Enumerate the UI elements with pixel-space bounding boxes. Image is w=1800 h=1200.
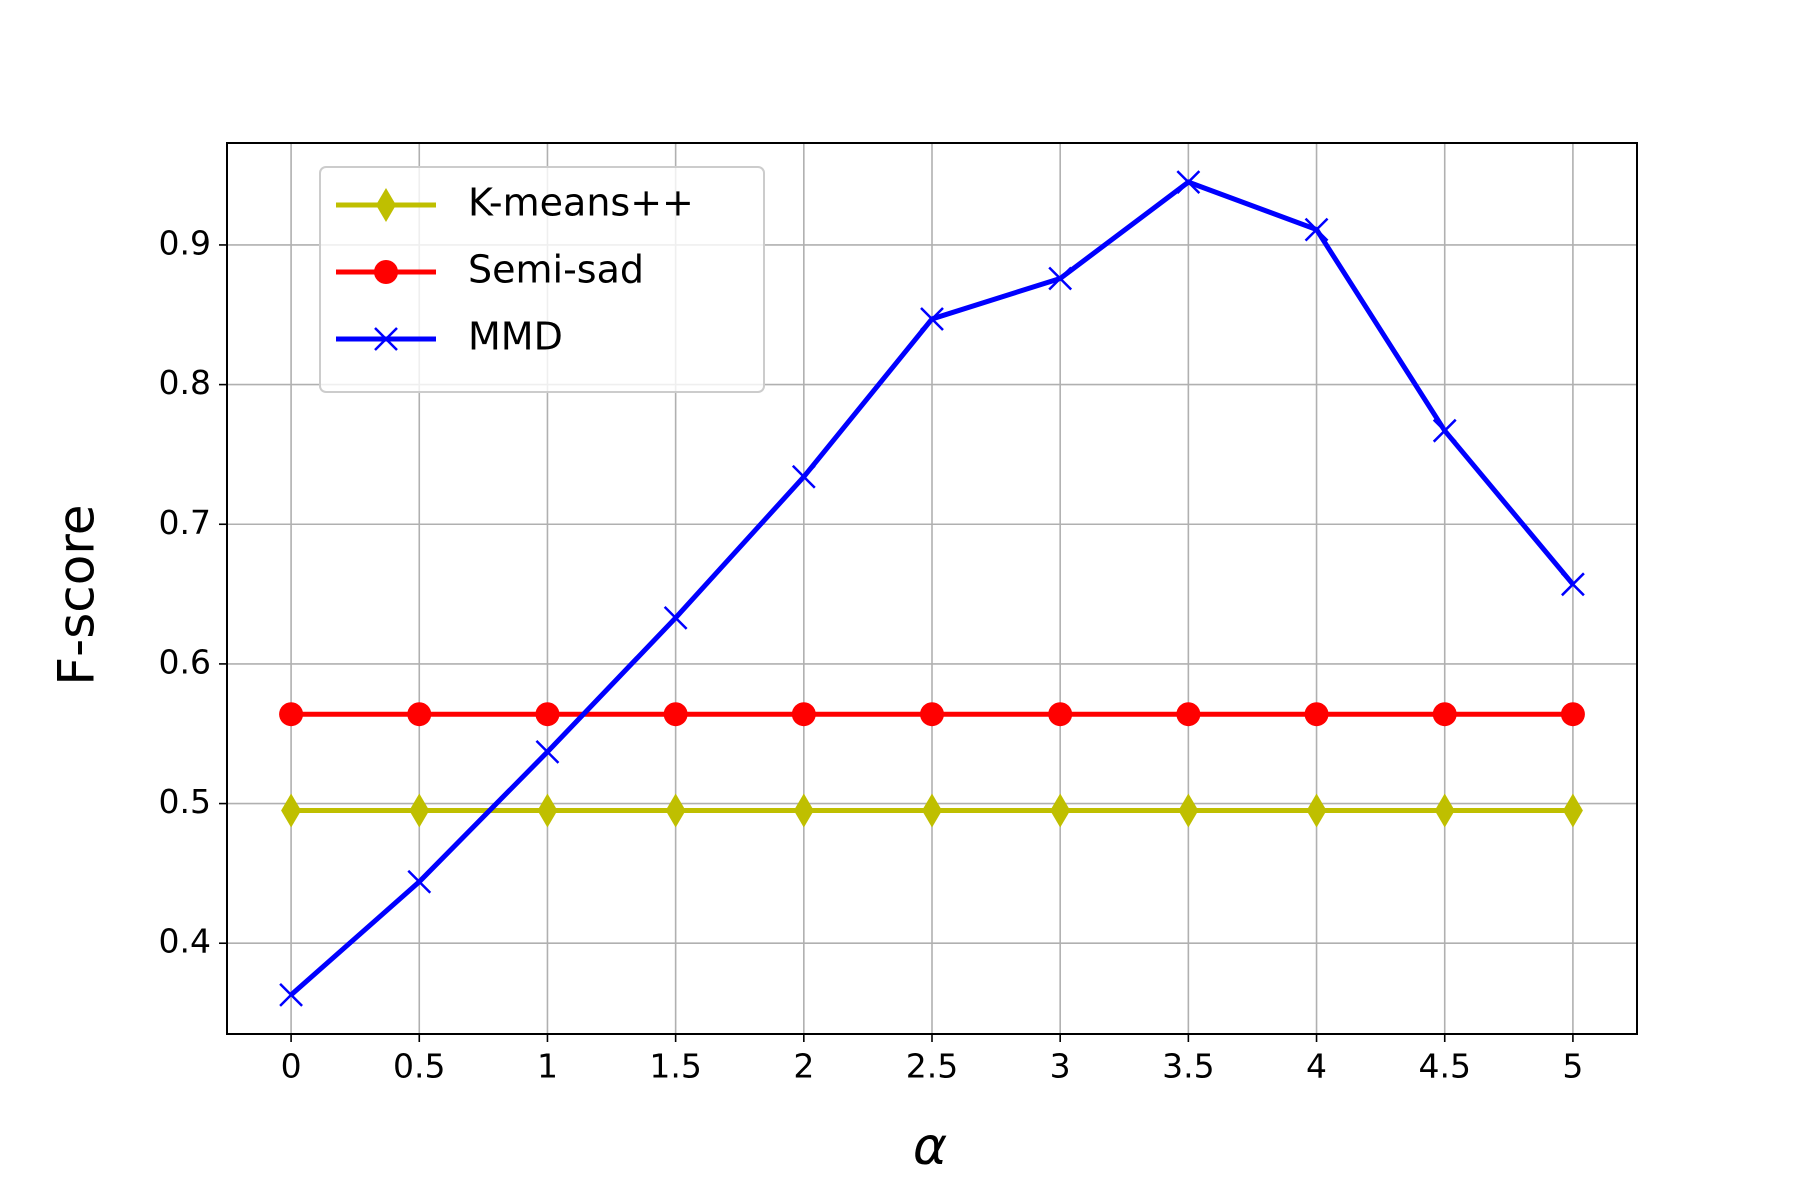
marker xyxy=(791,464,816,489)
marker xyxy=(407,702,432,727)
marker xyxy=(793,793,814,828)
legend-label: K-means++ xyxy=(468,181,694,225)
y-tick-label: 0.9 xyxy=(159,223,211,262)
marker xyxy=(1176,170,1201,194)
legend-marker xyxy=(376,188,396,222)
x-axis-label: α xyxy=(913,1117,947,1177)
marker xyxy=(665,793,686,828)
x-tick-label: 3 xyxy=(1050,1047,1071,1086)
marker xyxy=(1050,793,1071,828)
y-tick-label: 0.7 xyxy=(159,503,211,542)
y-tick-label: 0.8 xyxy=(159,363,211,402)
y-tick-label: 0.5 xyxy=(159,782,211,821)
marker xyxy=(279,702,304,727)
marker xyxy=(1432,702,1457,727)
legend-label: MMD xyxy=(468,315,563,359)
x-tick-label: 4.5 xyxy=(1418,1047,1470,1086)
marker xyxy=(1562,793,1583,828)
x-tick-label: 4 xyxy=(1306,1047,1327,1086)
marker xyxy=(1304,702,1329,727)
legend-symbol xyxy=(376,188,396,222)
legend: K-means++ Semi-sad MMD xyxy=(319,166,765,393)
x-tick-label: 5 xyxy=(1562,1047,1583,1086)
marker xyxy=(1306,793,1327,828)
marker xyxy=(1561,572,1585,597)
x-tick-label: 3.5 xyxy=(1162,1047,1214,1086)
y-tick-label: 0.4 xyxy=(159,922,211,961)
legend-frame xyxy=(319,166,765,393)
plot-frame xyxy=(226,142,1638,1035)
marker xyxy=(1048,702,1073,727)
x-tick-label: 0.5 xyxy=(393,1047,445,1086)
marker xyxy=(409,793,430,828)
marker xyxy=(1178,793,1199,828)
marker xyxy=(922,793,942,828)
marker xyxy=(663,605,688,630)
marker xyxy=(1434,793,1455,828)
x-tick-label: 1.5 xyxy=(649,1047,701,1086)
marker xyxy=(535,740,560,764)
marker xyxy=(920,702,944,727)
marker xyxy=(791,702,816,727)
marker xyxy=(1176,702,1201,727)
x-tick-label: 1 xyxy=(537,1047,558,1086)
marker xyxy=(1304,217,1329,242)
legend-symbol xyxy=(374,260,398,284)
marker xyxy=(279,983,303,1007)
legend-label: Semi-sad xyxy=(468,248,644,292)
y-tick-label: 0.6 xyxy=(159,642,211,681)
marker xyxy=(1560,702,1585,727)
y-axis-label: F-score xyxy=(48,504,106,685)
marker xyxy=(537,793,558,828)
marker xyxy=(1432,418,1457,443)
legend-marker xyxy=(374,260,398,284)
x-tick-label: 2 xyxy=(793,1047,814,1086)
legend-marker xyxy=(374,327,398,351)
x-tick-label: 0 xyxy=(281,1047,302,1086)
marker xyxy=(920,307,944,331)
marker xyxy=(407,869,432,894)
marker xyxy=(1048,266,1073,291)
legend-symbol xyxy=(374,327,398,351)
marker xyxy=(663,702,688,727)
marker xyxy=(535,702,560,727)
x-tick-label: 2.5 xyxy=(906,1047,958,1086)
marker xyxy=(281,793,302,828)
